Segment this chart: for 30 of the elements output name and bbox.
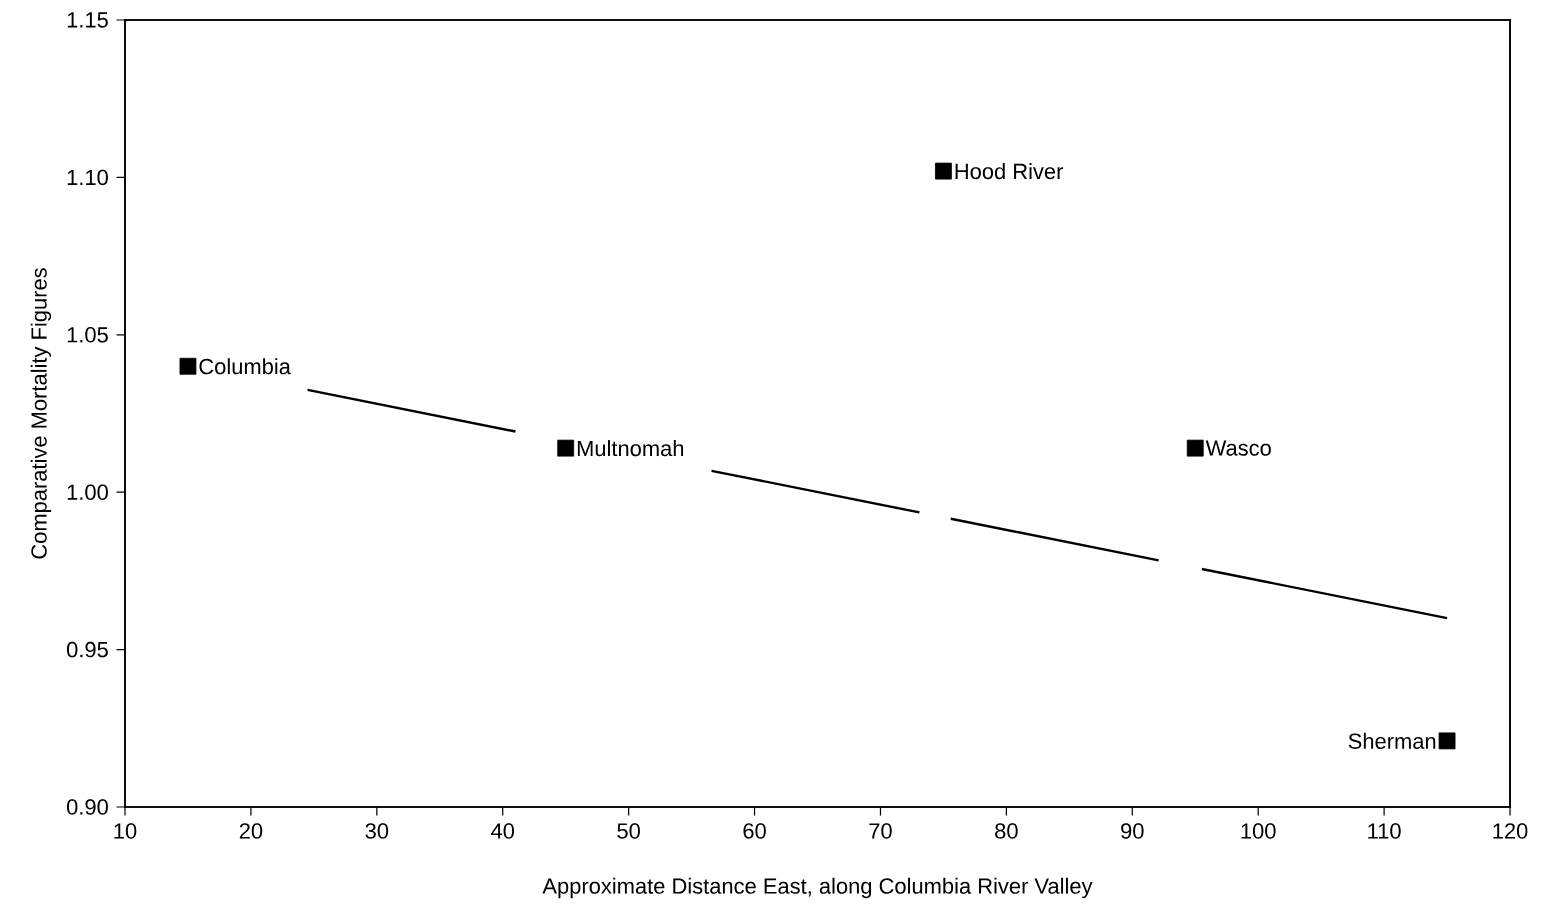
x-tick-label: 30 [365, 823, 389, 839]
point [1438, 732, 1456, 750]
x-axis-title: Approximate Distance East, along Columbia River Valley [542, 877, 1093, 899]
x-tick-label: 50 [617, 823, 640, 839]
x-tick-label: 10 [114, 823, 137, 839]
point [1186, 439, 1204, 457]
annotation: Wasco [1205, 440, 1271, 456]
x-tick-label: 40 [491, 823, 515, 839]
y-tick-label: 1.00 [67, 484, 108, 500]
y-tick-label: 1.10 [67, 169, 108, 186]
x-tick-label: 80 [995, 823, 1018, 839]
y-tick-label: 1.05 [67, 327, 108, 343]
x-tick-label: 100 [1241, 823, 1276, 839]
y-tick-label: 0.95 [66, 641, 108, 658]
x-tick-label: 20 [239, 823, 263, 839]
point [935, 162, 952, 180]
x-tick-label: 60 [743, 823, 766, 839]
x-tick-label: 70 [869, 823, 892, 839]
annotation: Sherman [1348, 732, 1436, 749]
x-tick-label: 120 [1493, 823, 1528, 839]
annotation: Hood River [955, 163, 1064, 180]
y-tick-label: 0.90 [66, 799, 108, 815]
y-axis-title: Comparative Mortality Figures [30, 268, 52, 559]
point [557, 439, 575, 457]
x-tick-label: 110 [1368, 823, 1401, 839]
annotation: Columbia [199, 358, 291, 375]
x-tick-label: 90 [1121, 823, 1144, 839]
annotation: Multnomah [577, 440, 684, 457]
y-tick-label: 1.15 [67, 12, 108, 28]
point [179, 357, 197, 375]
